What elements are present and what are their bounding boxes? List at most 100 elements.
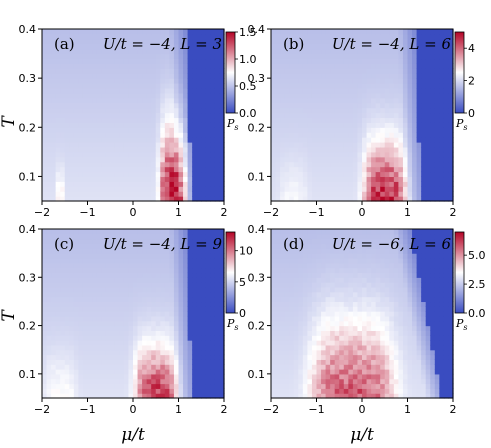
heatmap-cell (210, 272, 216, 278)
heatmap-cell (302, 63, 308, 69)
heatmap-cell (389, 43, 395, 50)
heatmap-cell (137, 83, 143, 89)
heatmap-cell (133, 43, 139, 50)
heatmap-cell (293, 196, 299, 202)
heatmap-cell (160, 272, 166, 278)
heatmap-cell (289, 137, 295, 143)
heatmap-cell (201, 92, 207, 99)
heatmap-cell (187, 388, 193, 394)
heatmap-cell (42, 383, 48, 389)
heatmap-cell (205, 132, 211, 138)
heatmap-cell (334, 97, 340, 104)
heatmap-cell (214, 243, 221, 249)
heatmap-cell (164, 127, 170, 133)
heatmap-cell (82, 383, 89, 389)
heatmap-cell (302, 267, 308, 274)
heatmap-cell (155, 102, 161, 109)
heatmap-cell (51, 107, 57, 114)
heatmap-cell (42, 122, 48, 128)
heatmap-cell (362, 68, 368, 74)
heatmap-cell (82, 378, 89, 385)
heatmap-cell (348, 359, 354, 365)
heatmap-cell (69, 73, 75, 79)
heatmap-cell (119, 117, 125, 123)
heatmap-cell (316, 92, 322, 99)
heatmap-cell (311, 272, 318, 278)
heatmap-cell (298, 92, 304, 99)
heatmap-cell (307, 127, 313, 133)
heatmap-cell (334, 186, 340, 192)
heatmap-cell (69, 171, 75, 178)
heatmap-cell (82, 53, 89, 60)
heatmap-cell (128, 330, 134, 336)
heatmap-cell (96, 320, 102, 327)
heatmap-cell (307, 151, 313, 158)
heatmap-cell (133, 122, 139, 128)
heatmap-cell (146, 378, 152, 385)
heatmap-cell (173, 117, 180, 123)
heatmap-cell (205, 393, 211, 399)
heatmap-cell (275, 344, 281, 351)
heatmap-cell (173, 238, 180, 245)
heatmap-cell (187, 373, 193, 380)
heatmap-cell (101, 33, 107, 40)
heatmap-cell (348, 248, 354, 254)
heatmap-cell (114, 229, 120, 235)
heatmap-cell (155, 238, 161, 245)
heatmap-cell (60, 364, 66, 370)
heatmap-cell (284, 117, 290, 123)
heatmap-cell (105, 248, 111, 254)
heatmap-cell (128, 393, 134, 399)
heatmap-cell (201, 378, 207, 385)
heatmap-cell (330, 272, 336, 278)
heatmap-cell (133, 78, 139, 84)
heatmap-cell (92, 267, 98, 274)
heatmap-cell (92, 112, 98, 119)
heatmap-cell (183, 151, 189, 158)
heatmap-cell (160, 181, 166, 187)
heatmap-cell (96, 330, 102, 336)
heatmap-cell (87, 161, 93, 168)
heatmap-cell (311, 393, 318, 399)
heatmap-cell (201, 364, 207, 370)
heatmap-cell (42, 181, 48, 187)
heatmap-cell (330, 122, 336, 128)
heatmap-cell (289, 186, 295, 192)
heatmap-cell (348, 344, 354, 351)
heatmap-cell (271, 73, 277, 79)
heatmap-cell (348, 48, 354, 55)
heatmap-cell (110, 393, 116, 399)
heatmap-cell (343, 344, 349, 351)
heatmap-cell (73, 378, 79, 385)
heatmap-cell (128, 320, 134, 327)
heatmap-cell (366, 142, 372, 148)
heatmap-cell (151, 107, 157, 114)
heatmap-cell (151, 253, 157, 259)
heatmap-cell (187, 340, 193, 346)
heatmap-cell (92, 257, 98, 264)
heatmap-cell (425, 186, 431, 192)
heatmap-cell (73, 38, 79, 45)
heatmap-cell (119, 107, 125, 114)
heatmap-cell (380, 92, 386, 99)
heatmap-cell (110, 248, 116, 254)
heatmap-cell (51, 282, 57, 288)
heatmap-cell (412, 142, 418, 148)
heatmap-cell (210, 58, 216, 64)
heatmap-cell (334, 146, 340, 153)
heatmap-cell (146, 181, 152, 187)
heatmap-cell (55, 340, 61, 346)
heatmap-cell (298, 277, 304, 283)
heatmap-cell (366, 181, 372, 187)
heatmap-cell (398, 33, 404, 40)
heatmap-cell (178, 53, 184, 60)
heatmap-cell (178, 97, 184, 104)
heatmap-cell (87, 107, 93, 114)
heatmap-cell (142, 369, 148, 375)
heatmap-cell (407, 107, 413, 114)
heatmap-cell (275, 354, 281, 360)
heatmap-cell (289, 238, 295, 245)
heatmap-cell (284, 262, 290, 269)
heatmap-cell (298, 253, 304, 259)
heatmap-cell (311, 92, 318, 99)
